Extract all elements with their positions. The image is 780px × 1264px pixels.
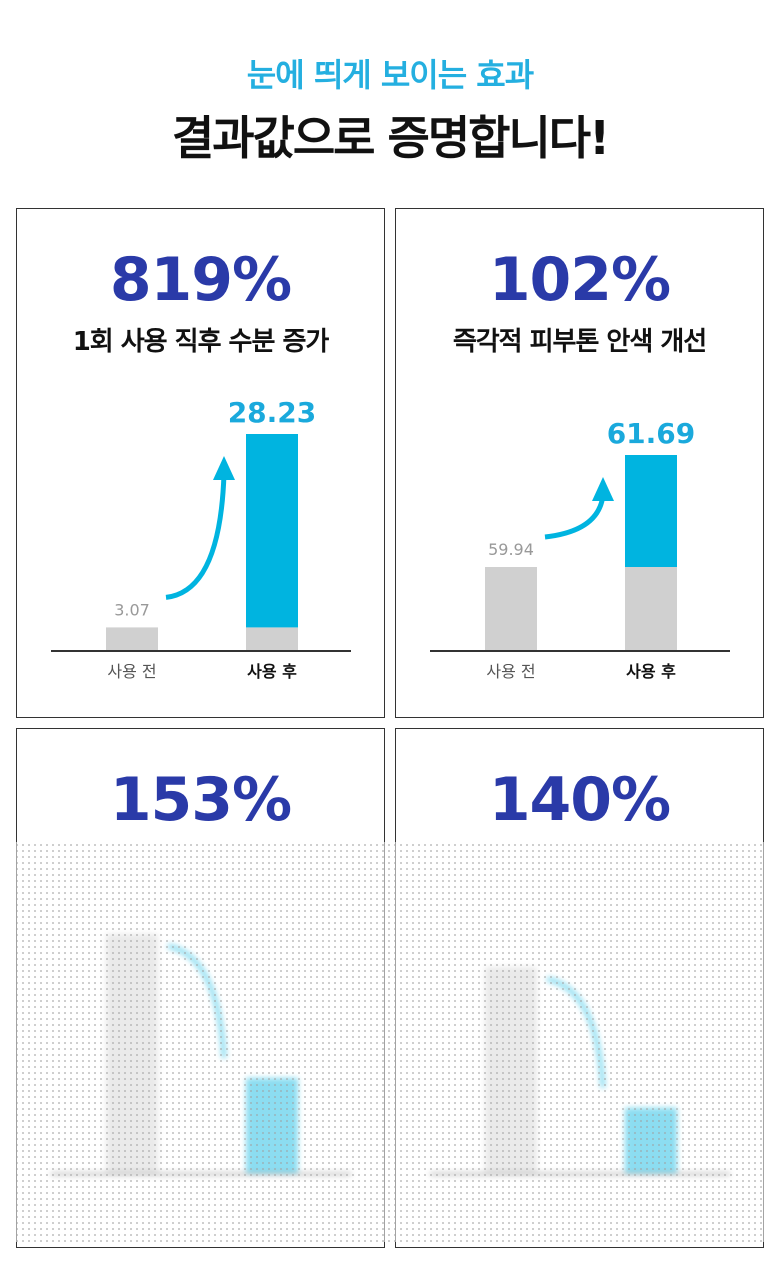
value-label-before: 59.94 xyxy=(488,540,534,559)
bar-after-base xyxy=(246,627,298,651)
bar-chart: 3.07 28.23 사용 전 사용 후 xyxy=(51,396,351,681)
category-after: 사용 후 xyxy=(247,662,297,681)
page-title: 결과값으로 증명합니다! xyxy=(171,111,610,165)
category-after: 사용 후 xyxy=(626,662,676,681)
percent-value: 819% xyxy=(109,245,292,315)
arrow-head xyxy=(213,456,235,480)
subtitle: 눈에 띄게 보이는 효과 xyxy=(246,56,534,94)
bar-before xyxy=(106,627,158,651)
stat-caption: 즉각적 피부톤 안색 개선 xyxy=(452,327,707,357)
bar-chart: 59.94 61.69 사용 전 사용 후 xyxy=(430,417,730,681)
bar-after-base xyxy=(625,567,677,651)
stat-caption: 1회 사용 직후 수분 증가 xyxy=(72,327,330,357)
stat-card-skin-tone: 102% 즉각적 피부톤 안색 개선 59.94 61.69 사용 전 사용 후 xyxy=(395,208,764,718)
percent-value: 153% xyxy=(109,765,292,835)
category-before: 사용 전 xyxy=(486,662,535,681)
percent-value: 102% xyxy=(488,245,671,315)
bar-before xyxy=(485,567,537,651)
category-before: 사용 전 xyxy=(107,662,156,681)
stat-card-moisture: 819% 1회 사용 직후 수분 증가 3.07 28.23 사용 전 사용 후 xyxy=(16,208,385,718)
pixelated-overlay xyxy=(14,842,766,1242)
bar-after-increase xyxy=(625,455,677,567)
bar-after-increase xyxy=(246,434,298,628)
value-label-before: 3.07 xyxy=(114,600,150,619)
percent-value: 140% xyxy=(488,765,671,835)
value-label-after: 61.69 xyxy=(607,417,696,450)
growth-arrow xyxy=(544,494,606,540)
arrow-head xyxy=(592,477,614,501)
value-label-after: 28.23 xyxy=(228,396,317,429)
growth-arrow xyxy=(165,473,227,600)
